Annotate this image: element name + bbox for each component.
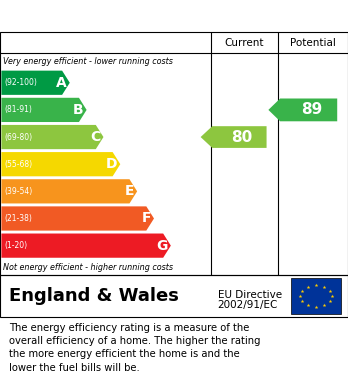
Text: (1-20): (1-20) [4,241,27,250]
Text: Current: Current [225,38,264,48]
Polygon shape [1,98,87,122]
Polygon shape [268,99,337,121]
Text: 80: 80 [231,129,253,145]
Text: Energy Efficiency Rating: Energy Efficiency Rating [9,9,219,23]
Text: Potential: Potential [290,38,336,48]
Text: B: B [73,103,84,117]
Text: The energy efficiency rating is a measure of the
overall efficiency of a home. T: The energy efficiency rating is a measur… [9,323,260,373]
Text: A: A [56,76,67,90]
Polygon shape [1,206,154,231]
Polygon shape [1,233,171,258]
Polygon shape [1,152,120,176]
Text: (21-38): (21-38) [4,214,32,223]
Text: 89: 89 [301,102,322,117]
Text: D: D [106,157,118,171]
Text: (55-68): (55-68) [4,160,32,169]
Text: EU Directive: EU Directive [218,290,282,300]
Text: (92-100): (92-100) [4,78,37,87]
Text: Very energy efficient - lower running costs: Very energy efficient - lower running co… [3,57,173,66]
Polygon shape [200,126,267,148]
Text: Not energy efficient - higher running costs: Not energy efficient - higher running co… [3,263,174,272]
Text: C: C [90,130,101,144]
Text: E: E [125,184,134,198]
Bar [291,278,341,314]
Text: F: F [142,212,151,226]
Text: G: G [157,239,168,253]
Text: (69-80): (69-80) [4,133,32,142]
Polygon shape [1,179,137,203]
Polygon shape [1,71,70,95]
Text: England & Wales: England & Wales [9,287,179,305]
Polygon shape [1,125,103,149]
Text: 2002/91/EC: 2002/91/EC [218,300,278,310]
Text: (81-91): (81-91) [4,106,32,115]
Text: (39-54): (39-54) [4,187,32,196]
